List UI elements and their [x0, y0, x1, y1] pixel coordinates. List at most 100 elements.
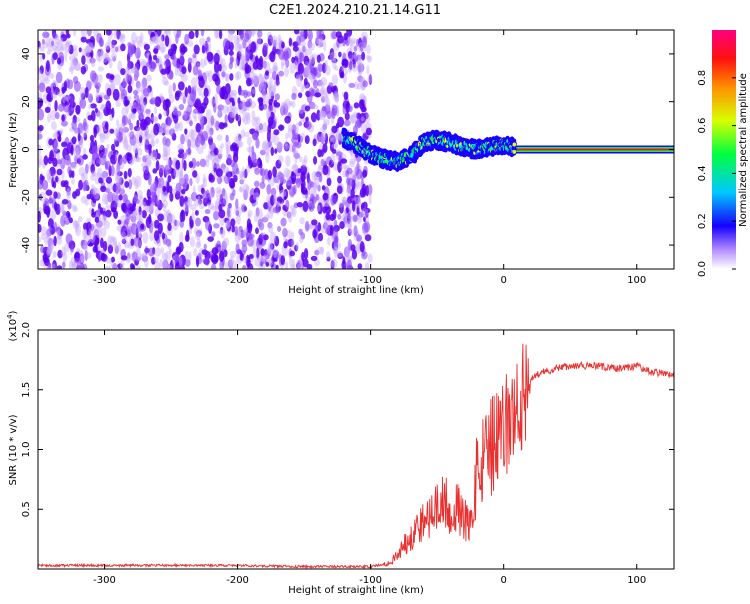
noise-mark [262, 234, 269, 241]
noise-mark [46, 228, 52, 237]
noise-mark [110, 164, 115, 177]
noise-mark [362, 35, 368, 48]
noise-mark [45, 86, 52, 94]
noise-mark [200, 30, 205, 37]
noise-mark [180, 133, 185, 145]
noise-mark [133, 68, 139, 79]
noise-mark [81, 48, 87, 56]
noise-mark [130, 238, 135, 246]
noise-mark [176, 30, 182, 39]
noise-mark [205, 108, 212, 120]
noise-mark [38, 125, 44, 131]
y-tick-label: 1.0 [21, 442, 32, 458]
noise-mark [213, 147, 219, 156]
noise-mark [70, 177, 75, 185]
noise-mark [224, 114, 228, 123]
noise-mark [330, 194, 336, 206]
noise-mark [184, 259, 191, 267]
noise-mark [284, 115, 291, 124]
noise-mark [203, 87, 209, 98]
noise-mark [71, 58, 77, 66]
noise-mark [217, 153, 223, 160]
noise-mark [68, 67, 72, 73]
noise-mark [183, 173, 189, 183]
noise-mark [204, 43, 210, 55]
noise-mark [182, 201, 190, 212]
noise-mark [126, 252, 131, 259]
noise-mark [334, 133, 340, 141]
noise-mark [43, 31, 50, 38]
noise-mark [114, 174, 120, 184]
noise-mark [264, 141, 269, 148]
noise-mark [187, 57, 193, 65]
noise-mark [348, 36, 352, 44]
noise-mark [63, 105, 70, 113]
noise-mark [294, 71, 300, 80]
noise-mark [169, 70, 174, 80]
noise-mark [236, 55, 240, 67]
noise-mark [153, 106, 157, 115]
noise-mark [175, 182, 182, 194]
noise-mark [309, 62, 314, 73]
noise-mark [165, 238, 172, 247]
noise-mark [62, 147, 69, 160]
noise-mark [52, 45, 58, 52]
noise-mark [93, 127, 97, 138]
noise-mark [61, 246, 66, 257]
noise-mark [89, 231, 96, 244]
noise-mark [261, 79, 267, 91]
noise-mark [138, 217, 144, 224]
noise-mark [276, 172, 284, 184]
noise-mark [195, 241, 202, 249]
noise-mark [316, 54, 321, 64]
noise-mark [255, 247, 260, 260]
noise-mark [71, 206, 78, 213]
noise-mark [121, 238, 127, 244]
noise-mark [329, 137, 337, 143]
noise-mark [195, 30, 199, 39]
noise-mark [141, 255, 149, 262]
noise-mark [184, 128, 188, 135]
noise-mark [240, 229, 244, 239]
noise-mark [299, 52, 305, 62]
noise-mark [142, 65, 148, 76]
noise-mark [88, 103, 92, 110]
noise-mark [297, 92, 303, 98]
noise-mark [134, 148, 138, 159]
noise-mark [107, 235, 112, 247]
noise-mark [313, 171, 320, 181]
noise-mark [63, 180, 69, 188]
noise-mark [183, 196, 189, 206]
noise-mark [159, 46, 165, 53]
noise-mark [132, 250, 137, 262]
noise-mark [202, 258, 208, 264]
noise-mark [81, 172, 86, 182]
colorbar-gradient [712, 30, 736, 269]
noise-mark [175, 90, 182, 98]
noise-mark [233, 35, 239, 45]
colorbar: 0.0 0.2 0.4 0.6 0.8 Normalized spectral ampl… [697, 30, 749, 277]
x-tick-label: -300 [93, 275, 116, 286]
noise-mark [364, 113, 371, 125]
noise-mark [237, 102, 243, 110]
noise-mark [322, 95, 329, 103]
noise-mark [78, 166, 85, 177]
y-tick-label: 40 [21, 48, 32, 61]
noise-mark [342, 256, 346, 265]
noise-mark [246, 98, 251, 108]
noise-mark [220, 58, 226, 68]
noise-mark [243, 131, 250, 138]
noise-mark [269, 84, 277, 97]
noise-mark [268, 68, 273, 74]
colorbar-tick-label: 0.2 [697, 213, 708, 229]
noise-mark [157, 222, 163, 235]
noise-mark [363, 41, 367, 52]
noise-mark [190, 204, 197, 211]
noise-mark [48, 138, 54, 146]
noise-mark [218, 250, 225, 262]
noise-mark [91, 208, 95, 216]
noise-mark [189, 236, 195, 248]
noise-mark [220, 163, 226, 170]
noise-mark [292, 45, 299, 52]
noise-mark [132, 144, 140, 154]
